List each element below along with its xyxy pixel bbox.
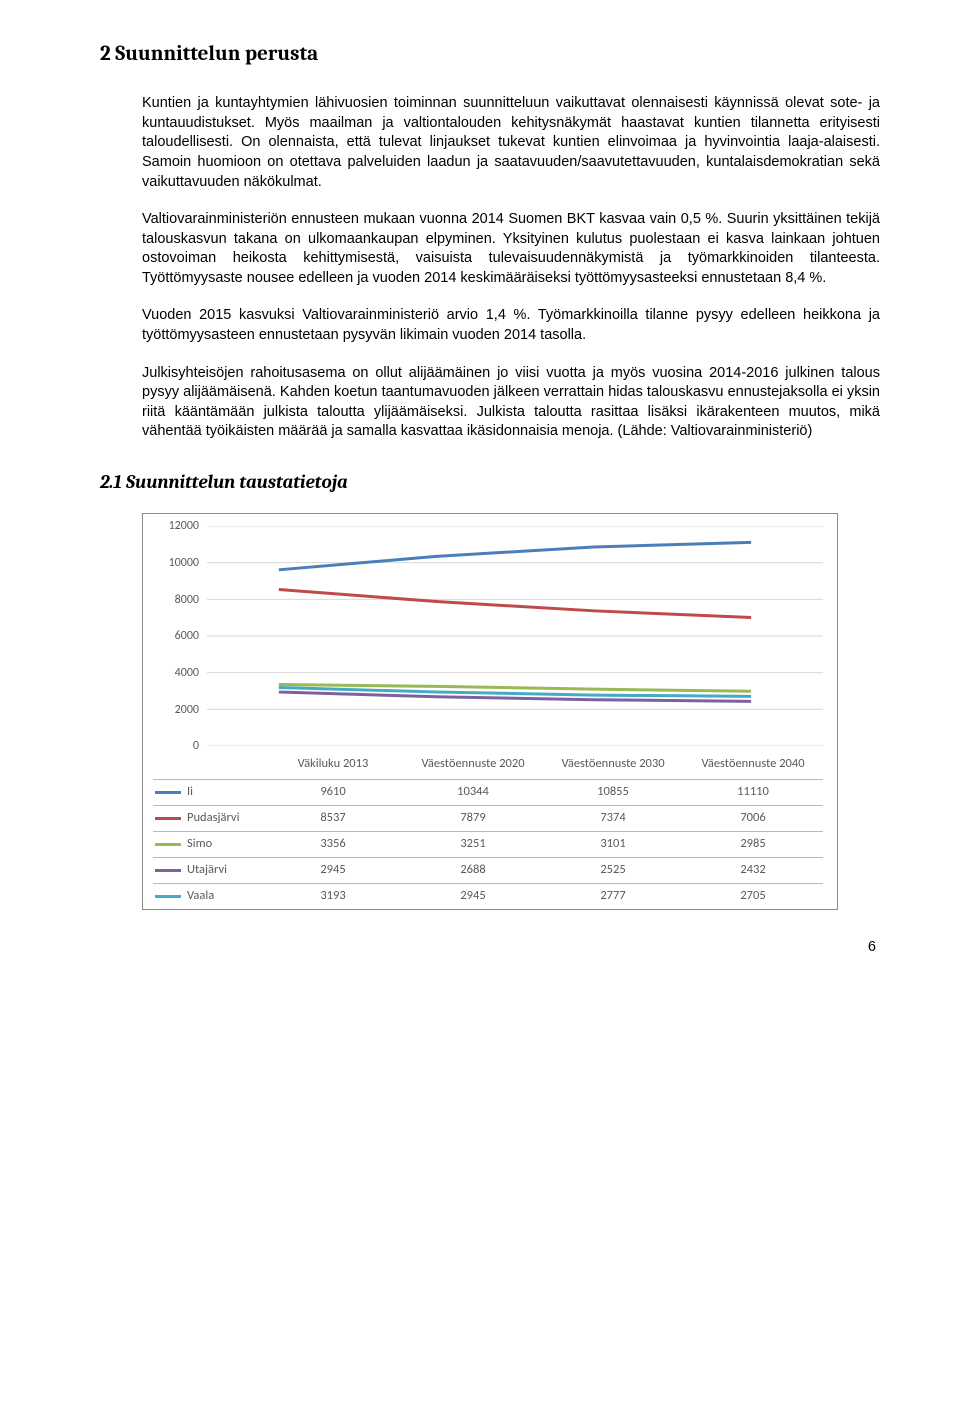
table-header-cell: Väestöennuste 2020 (403, 750, 543, 779)
table-header-cell: Väestöennuste 2040 (683, 750, 823, 779)
legend-line-icon (155, 791, 181, 794)
heading-1: 2 Suunnittelun perusta (100, 40, 880, 68)
table-row-label: Vaala (153, 883, 263, 909)
legend-line-icon (155, 895, 181, 898)
table-cell: 2945 (403, 883, 543, 909)
table-cell: 11110 (683, 779, 823, 805)
chart-plot-area: 020004000600080001000012000 (207, 526, 823, 746)
legend-line-icon (155, 817, 181, 820)
paragraph: Julkisyhteisöjen rahoitusasema on ollut … (142, 364, 880, 442)
table-cell: 2525 (543, 857, 683, 883)
paragraph: Valtiovarainministeriön ennusteen mukaan… (142, 210, 880, 288)
table-cell: 2945 (263, 857, 403, 883)
paragraph: Vuoden 2015 kasvuksi Valtiovarainministe… (142, 306, 880, 345)
page-number: 6 (100, 938, 880, 958)
table-row-label: Ii (153, 779, 263, 805)
y-tick-label: 0 (193, 738, 199, 754)
series-label: Vaala (187, 888, 214, 905)
legend-line-icon (155, 869, 181, 872)
table-cell: 9610 (263, 779, 403, 805)
table-cell: 3101 (543, 831, 683, 857)
table-cell: 2777 (543, 883, 683, 909)
y-tick-label: 10000 (169, 555, 199, 571)
series-label: Pudasjärvi (187, 810, 239, 827)
table-cell: 10855 (543, 779, 683, 805)
population-chart: 020004000600080001000012000 Väkiluku 201… (142, 513, 838, 909)
legend-line-icon (155, 843, 181, 846)
y-tick-label: 2000 (175, 702, 199, 718)
series-label: Simo (187, 836, 212, 853)
table-cell: 7374 (543, 805, 683, 831)
table-cell: 8537 (263, 805, 403, 831)
chart-data-table: Väkiluku 2013Väestöennuste 2020Väestöenn… (153, 750, 823, 908)
table-header-cell: Väestöennuste 2030 (543, 750, 683, 779)
table-cell: 3356 (263, 831, 403, 857)
table-cell: 3193 (263, 883, 403, 909)
series-label: Ii (187, 784, 193, 801)
table-header-cell: Väkiluku 2013 (263, 750, 403, 779)
table-row-label: Pudasjärvi (153, 805, 263, 831)
table-cell: 7879 (403, 805, 543, 831)
heading-2: 2.1 Suunnittelun taustatietoja (100, 470, 880, 496)
table-cell: 2688 (403, 857, 543, 883)
table-cell: 2432 (683, 857, 823, 883)
table-row-label: Utajärvi (153, 857, 263, 883)
table-cell: 2705 (683, 883, 823, 909)
table-cell: 10344 (403, 779, 543, 805)
y-tick-label: 8000 (175, 592, 199, 608)
table-cell (153, 750, 263, 779)
y-tick-label: 6000 (175, 628, 199, 644)
y-tick-label: 4000 (175, 665, 199, 681)
y-tick-label: 12000 (169, 518, 199, 534)
table-cell: 7006 (683, 805, 823, 831)
table-row-label: Simo (153, 831, 263, 857)
table-cell: 2985 (683, 831, 823, 857)
table-cell: 3251 (403, 831, 543, 857)
paragraph: Kuntien ja kuntayhtymien lähivuosien toi… (142, 94, 880, 192)
series-label: Utajärvi (187, 862, 227, 879)
